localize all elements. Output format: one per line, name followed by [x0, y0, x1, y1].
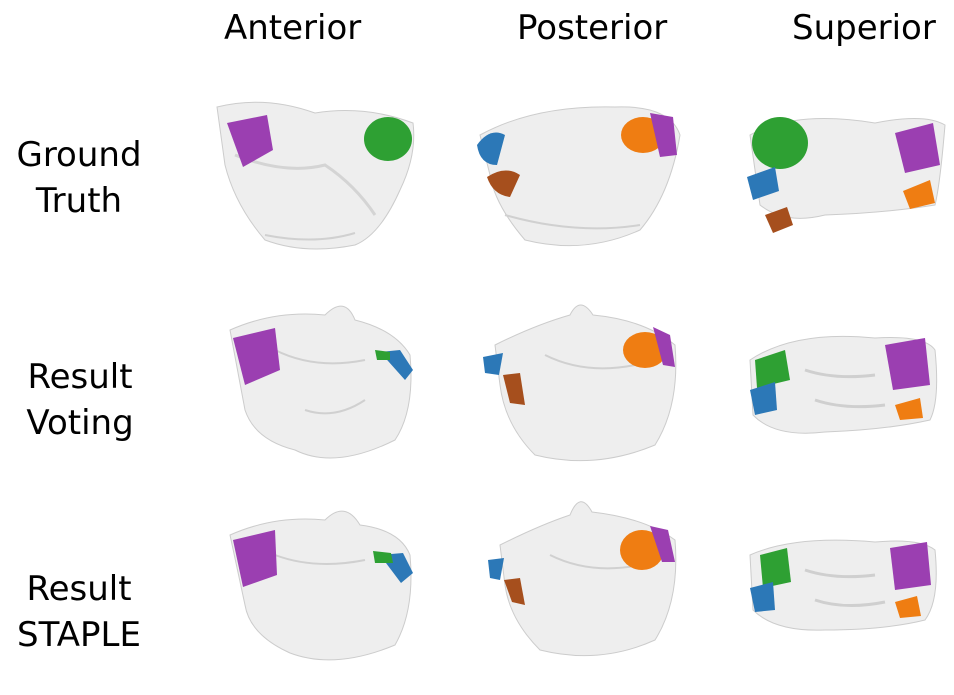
row-label-result-voting: Result Voting — [0, 354, 180, 446]
render-staple-superior — [735, 520, 954, 695]
green-region — [760, 548, 791, 588]
blue-region — [488, 558, 504, 580]
row-label-line2: Truth — [0, 178, 179, 224]
column-label-superior: Superior — [792, 6, 936, 50]
row-label-line2: Voting — [0, 400, 180, 446]
column-label-posterior: Posterior — [517, 6, 667, 50]
render-ground-truth-anterior — [205, 95, 435, 270]
green-region — [752, 117, 808, 169]
green-region — [364, 117, 412, 161]
column-label-anterior: Anterior — [224, 6, 361, 50]
purple-region — [890, 542, 931, 590]
purple-region — [885, 338, 930, 390]
render-voting-superior — [735, 320, 954, 495]
render-ground-truth-superior — [735, 95, 954, 270]
render-staple-posterior — [480, 490, 710, 665]
row-label-ground-truth: Ground Truth — [0, 132, 179, 224]
render-ground-truth-posterior — [465, 95, 695, 270]
row-label-line1: Result — [0, 566, 179, 612]
row-label-line1: Result — [0, 354, 180, 400]
row-label-line2: STAPLE — [0, 612, 179, 658]
render-voting-posterior — [475, 295, 705, 470]
row-label-result-staple: Result STAPLE — [0, 566, 179, 658]
render-staple-anterior — [215, 495, 445, 670]
render-voting-anterior — [215, 300, 445, 475]
row-label-line1: Ground — [0, 132, 179, 178]
